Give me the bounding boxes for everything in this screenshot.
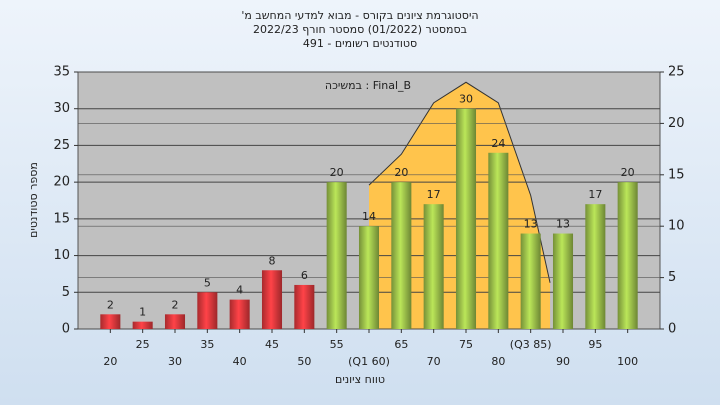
y2-tick-label: 10 [668,219,685,234]
bar [164,314,186,329]
chart-title: היסטוגרמת ציונים בקורס - מבוא למדעי המחש… [241,9,478,22]
x-axis-title: טווח ציונים [335,373,385,386]
bar [294,284,315,329]
value-label: 5 [204,276,211,289]
bar [358,226,380,329]
bar [423,204,444,329]
y2-tick-label: 5 [668,270,676,285]
chart-title: סטודנטים רשומים - 491 [303,37,417,50]
x-tick-label: 95 [588,338,602,351]
y-axis-title: מספר סטודנטים [27,162,40,238]
y-tick-label: 0 [62,322,70,337]
x-tick-label: (Q1 60) [348,355,390,368]
x-tick-label: 80 [491,355,505,368]
bar [488,152,509,329]
annotation: Final_B : במשיכה [325,79,411,92]
bar [585,204,606,329]
x-tick-label: 100 [617,355,638,368]
bar [552,233,574,329]
y2-tick-label: 0 [668,322,676,337]
value-label: 20 [330,166,344,179]
value-label: 24 [491,137,505,150]
x-tick-label: 30 [168,355,182,368]
bar [197,292,218,329]
bar [229,299,250,329]
chart-title: בסמסטר (01/2022) סמסטר חורף 2022/23 [253,23,467,36]
y-tick-label: 15 [53,211,70,226]
bar [132,321,153,329]
value-label: 13 [556,218,570,231]
y-tick-label: 10 [53,248,70,263]
x-tick-label: 50 [297,355,311,368]
bar [391,182,412,329]
value-label: 30 [459,93,473,106]
x-tick-label: 20 [103,355,117,368]
y-tick-label: 35 [53,65,70,80]
value-label: 1 [139,306,146,319]
value-label: 13 [524,218,538,231]
value-label: 2 [107,298,114,311]
bar [326,182,347,329]
x-tick-label: 45 [265,338,279,351]
curve-line [368,81,551,283]
x-tick-label: 70 [427,355,441,368]
value-label: 20 [621,166,635,179]
y-tick-label: 20 [53,175,70,190]
y2-tick-label: 20 [668,116,685,131]
x-tick-label: 40 [233,355,247,368]
bar [261,270,283,329]
x-tick-label: (Q3 85) [510,338,552,351]
x-tick-label: 35 [200,338,214,351]
y-tick-label: 5 [62,285,70,300]
y-tick-label: 30 [53,101,70,116]
bar [100,314,121,329]
x-tick-label: 25 [136,338,150,351]
value-label: 20 [394,166,408,179]
bar [455,108,477,329]
x-tick-label: 65 [394,338,408,351]
bar [617,182,638,329]
value-label: 17 [588,188,602,201]
bar [520,233,541,329]
value-label: 2 [172,298,179,311]
y2-tick-label: 15 [668,167,685,182]
y2-tick-label: 25 [668,65,685,80]
x-tick-label: 75 [459,338,473,351]
value-label: 17 [427,188,441,201]
y-tick-label: 25 [53,138,70,153]
x-tick-label: 90 [556,355,570,368]
value-label: 8 [269,254,276,267]
value-label: 6 [301,269,308,282]
x-tick-label: 55 [330,338,344,351]
value-label: 14 [362,210,376,223]
value-label: 4 [236,284,243,297]
